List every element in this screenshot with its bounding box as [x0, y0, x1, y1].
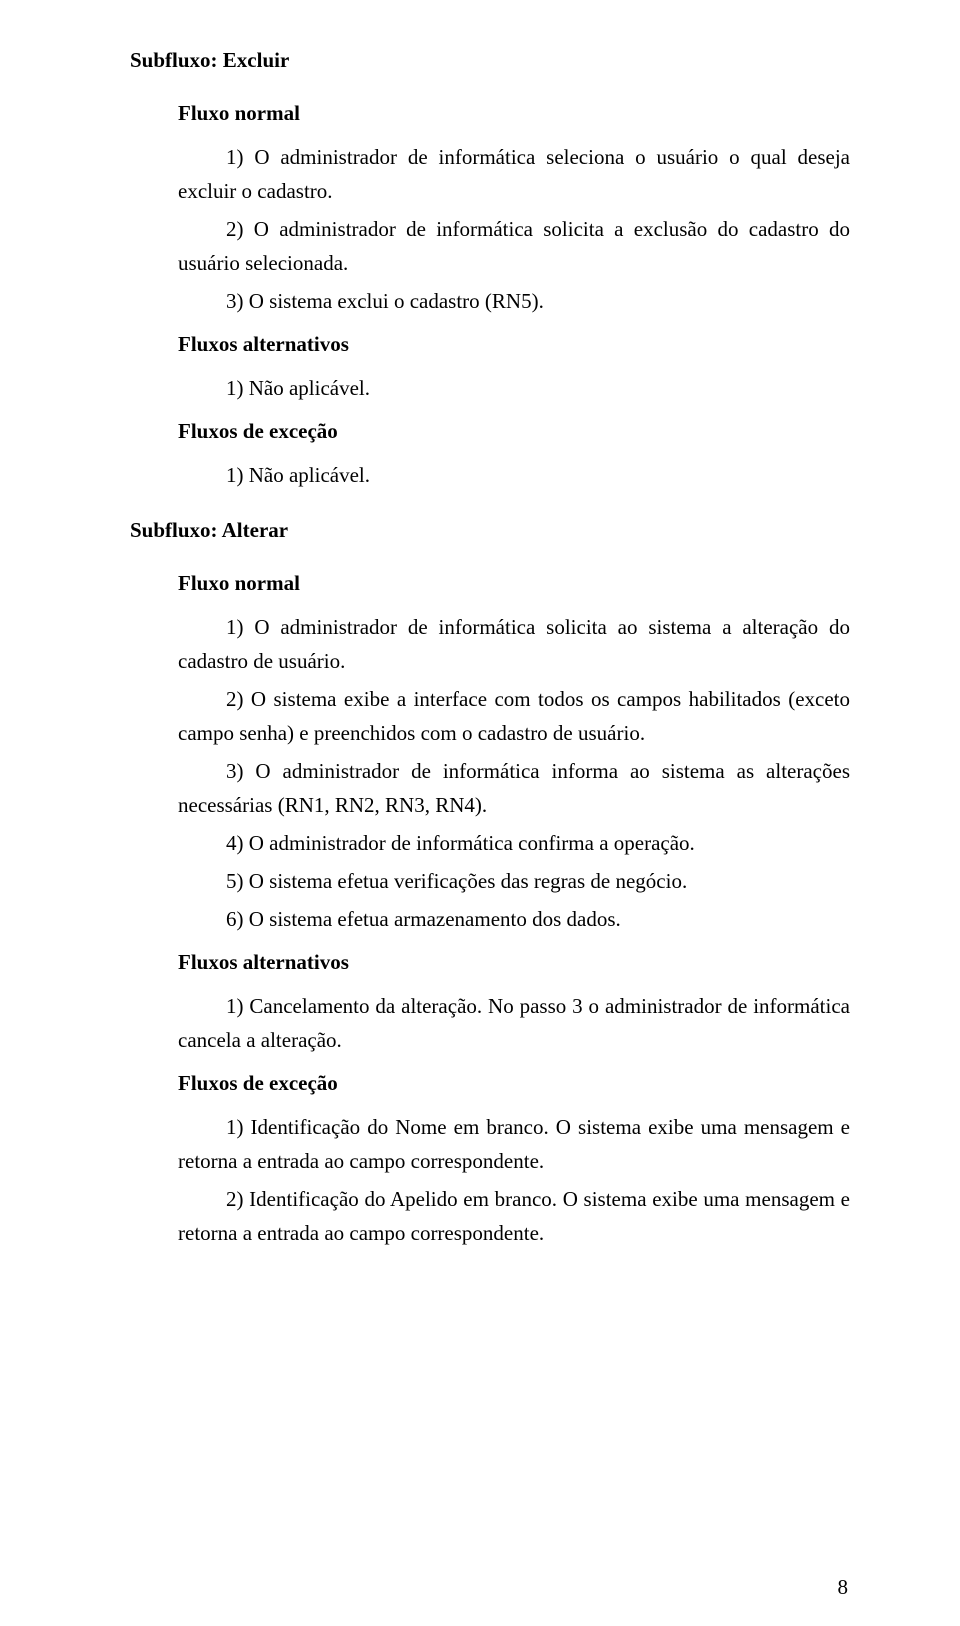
body-text: 1) O administrador de informática solici…	[178, 610, 850, 678]
body-text: 4) O administrador de informática confir…	[178, 826, 850, 860]
fluxos-excecao-heading: Fluxos de exceção	[178, 419, 850, 444]
page-number: 8	[838, 1575, 849, 1600]
body-text: 6) O sistema efetua armazenamento dos da…	[178, 902, 850, 936]
body-text: 1) Identificação do Nome em branco. O si…	[178, 1110, 850, 1178]
body-text: 2) Identificação do Apelido em branco. O…	[178, 1182, 850, 1250]
fluxo-normal-heading: Fluxo normal	[178, 101, 850, 126]
section-heading-excluir: Subfluxo: Excluir	[130, 48, 850, 73]
body-text: 3) O administrador de informática inform…	[178, 754, 850, 822]
section-heading-alterar: Subfluxo: Alterar	[130, 518, 850, 543]
fluxos-alternativos-heading: Fluxos alternativos	[178, 332, 850, 357]
body-text: 2) O administrador de informática solici…	[178, 212, 850, 280]
body-text: 1) Não aplicável.	[178, 458, 850, 492]
body-text: 5) O sistema efetua verificações das reg…	[178, 864, 850, 898]
body-text: 3) O sistema exclui o cadastro (RN5).	[178, 284, 850, 318]
body-text: 1) O administrador de informática seleci…	[178, 140, 850, 208]
body-text: 2) O sistema exibe a interface com todos…	[178, 682, 850, 750]
fluxos-excecao-heading: Fluxos de exceção	[178, 1071, 850, 1096]
body-text: 1) Não aplicável.	[178, 371, 850, 405]
fluxo-normal-heading: Fluxo normal	[178, 571, 850, 596]
fluxos-alternativos-heading: Fluxos alternativos	[178, 950, 850, 975]
body-text: 1) Cancelamento da alteração. No passo 3…	[178, 989, 850, 1057]
